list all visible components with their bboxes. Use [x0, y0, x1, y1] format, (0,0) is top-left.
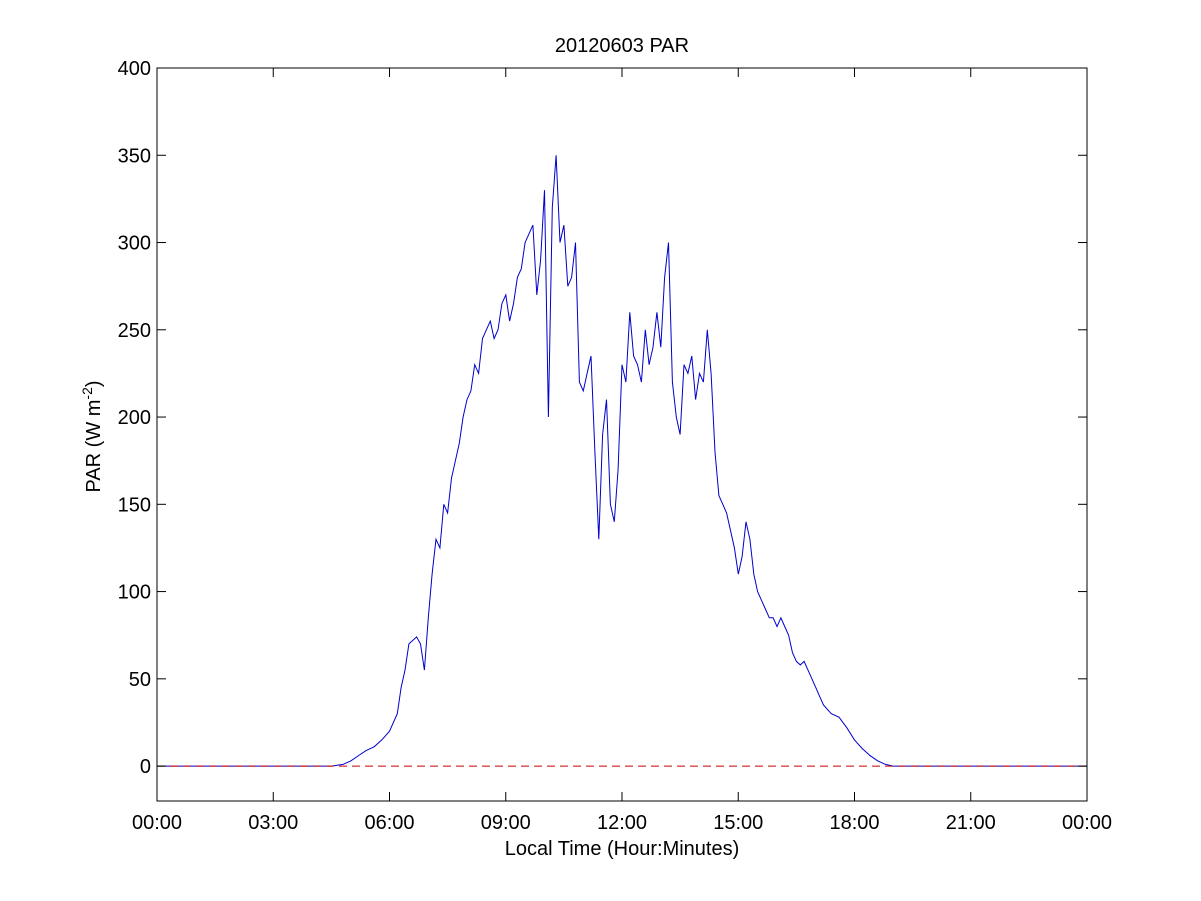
x-tick-label: 15:00: [713, 812, 763, 834]
x-tick-label: 00:00: [132, 812, 182, 834]
x-tick-label: 18:00: [829, 812, 879, 834]
y-axis-label-superscript: -2: [79, 387, 95, 400]
y-tick-label: 350: [118, 145, 151, 167]
x-tick-label: 00:00: [1062, 812, 1112, 834]
tick-layer: 00:00 03:00 06:00 09:00 12:00 15:00 18:00 21:00…: [118, 58, 1112, 834]
x-tick-label: 03:00: [248, 812, 298, 834]
y-axis-label-main: PAR (W m: [83, 400, 105, 493]
x-axis-label: Local Time (Hour:Minutes): [505, 838, 740, 860]
y-tick-label: 50: [129, 669, 151, 691]
chart-title: 20120603 PAR: [555, 35, 689, 57]
y-tick-label: 250: [118, 320, 151, 342]
y-tick-label: 150: [118, 494, 151, 516]
x-tick-label: 21:00: [946, 812, 996, 834]
y-tick-label: 400: [118, 58, 151, 80]
y-tick-label: 200: [118, 407, 151, 429]
y-tick-label: 100: [118, 582, 151, 604]
plot-area: [157, 68, 1087, 801]
x-tick-label: 06:00: [364, 812, 414, 834]
par-series-line: [157, 155, 1087, 767]
x-tick-label: 12:00: [597, 812, 647, 834]
y-tick-label: 300: [118, 233, 151, 255]
y-tick-label: 0: [140, 756, 151, 778]
y-axis-label-close: ): [83, 380, 105, 387]
x-tick-label: 09:00: [481, 812, 531, 834]
y-axis-label: PAR (W m-2): [79, 380, 105, 492]
series-layer: [157, 155, 1087, 767]
